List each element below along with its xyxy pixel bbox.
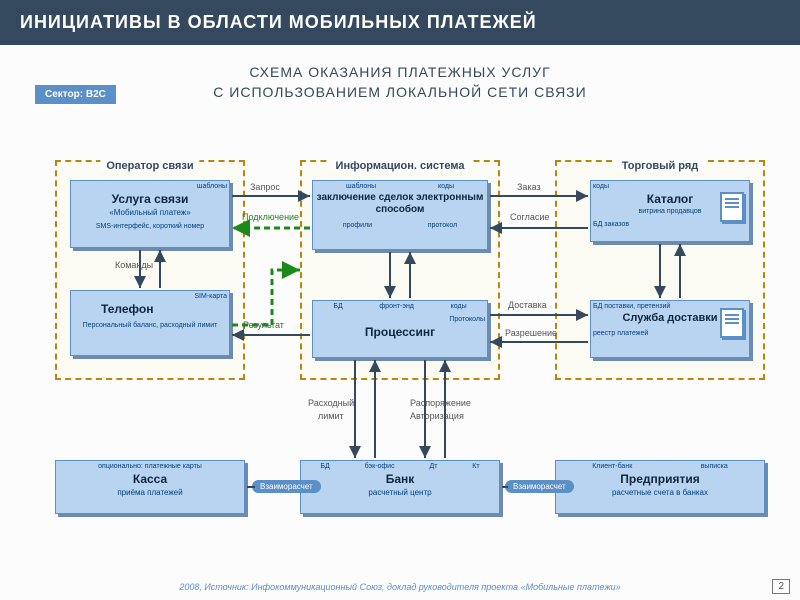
node-service-sub: «Мобильный платеж» (73, 208, 227, 217)
subtitle-line2: С ИСПОЛЬЗОВАНИЕМ ЛОКАЛЬНОЙ СЕТИ СВЯЗИ (0, 83, 800, 103)
label-zapros: Запрос (250, 182, 280, 192)
diagram-canvas: Оператор связи Информацион. система Торг… (0, 150, 800, 560)
node-service: шаблоны Услуга связи «Мобильный платеж» … (70, 180, 230, 248)
node-processing-sub2: Протоколы (315, 316, 485, 323)
node-deals-botrow: профили протокол (315, 222, 485, 229)
node-service-main: Услуга связи (73, 192, 227, 206)
node-deals-toprow: шаблоны коды (315, 183, 485, 190)
label-rasporyazhenie-1: Распоряжение (410, 398, 471, 408)
node-enterprise-sub: расчетные счета в банках (558, 488, 762, 497)
subtitle-line1: СХЕМА ОКАЗАНИЯ ПЛАТЕЖНЫХ УСЛУГ (0, 63, 800, 83)
label-dostavka: Доставка (508, 300, 547, 310)
label-podkluchenie: Подключение (242, 212, 299, 222)
group-row-title: Торговый ряд (616, 160, 705, 172)
node-processing-toprow: БД фронт-энд коды (315, 303, 485, 310)
node-service-top: шаблоны (73, 183, 227, 190)
node-bank: БД бэк-офис Дт Кт Банк расчетный центр (300, 460, 500, 514)
node-phone-main: Телефон (73, 302, 227, 316)
node-phone-bottom: Персональный баланс, расходный лимит (73, 322, 227, 329)
node-catalog-bottom: БД заказов (593, 221, 747, 228)
label-soglasie: Согласие (510, 212, 549, 222)
header-title: ИНИЦИАТИВЫ В ОБЛАСТИ МОБИЛЬНЫХ ПЛАТЕЖЕЙ (20, 12, 537, 32)
footnote: 2008, Источник: Инфокоммуникационный Сою… (0, 582, 800, 592)
group-operator-title: Оператор связи (100, 160, 199, 172)
node-kassa-top: опционально: платежные карты (58, 463, 242, 470)
node-bank-toprow: БД бэк-офис Дт Кт (303, 463, 497, 470)
pill-settlement-1: Взаиморасчет (252, 480, 321, 493)
group-info-title: Информацион. система (330, 160, 471, 172)
label-rashlimit-2: лимит (318, 411, 344, 421)
node-processing: БД фронт-энд коды Протоколы Процессинг (312, 300, 488, 358)
delivery-doc-icon (720, 308, 744, 338)
node-deals-main: заключение сделок электронным способом (315, 192, 485, 216)
label-komandy: Команды (115, 260, 153, 270)
node-phone: SIM-карта Телефон Персональный баланс, р… (70, 290, 230, 356)
node-kassa-main: Касса (58, 472, 242, 486)
node-bank-main: Банк (303, 472, 497, 486)
node-enterprise-toprow: Клиент-банк выписка (558, 463, 762, 470)
sector-badge: Сектор: B2C (35, 85, 116, 104)
node-kassa-sub: приёма платежей (58, 488, 242, 497)
node-catalog-top: коды (593, 183, 747, 190)
node-enterprise-main: Предприятия (558, 472, 762, 486)
node-enterprise: Клиент-банк выписка Предприятия расчетны… (555, 460, 765, 514)
page-header: ИНИЦИАТИВЫ В ОБЛАСТИ МОБИЛЬНЫХ ПЛАТЕЖЕЙ (0, 0, 800, 45)
label-rezultat: Результат (243, 320, 284, 330)
node-service-bottom: SMS-интерфейс, короткий номер (73, 223, 227, 230)
label-rasporyazhenie-2: Авторизация (410, 411, 464, 421)
node-bank-sub: расчетный центр (303, 488, 497, 497)
subtitle: СХЕМА ОКАЗАНИЯ ПЛАТЕЖНЫХ УСЛУГ С ИСПОЛЬЗ… (0, 63, 800, 102)
label-rashlimit-1: Расходный (308, 398, 354, 408)
pill-settlement-2: Взаиморасчет (505, 480, 574, 493)
label-razreshenie: Разрешение (505, 328, 557, 338)
node-deals: шаблоны коды заключение сделок электронн… (312, 180, 488, 250)
node-kassa: опционально: платежные карты Касса приём… (55, 460, 245, 514)
label-zakaz: Заказ (517, 182, 541, 192)
node-processing-main: Процессинг (315, 325, 485, 339)
page-number: 2 (772, 579, 790, 594)
node-phone-top: SIM-карта (73, 293, 227, 300)
catalog-doc-icon (720, 192, 744, 222)
